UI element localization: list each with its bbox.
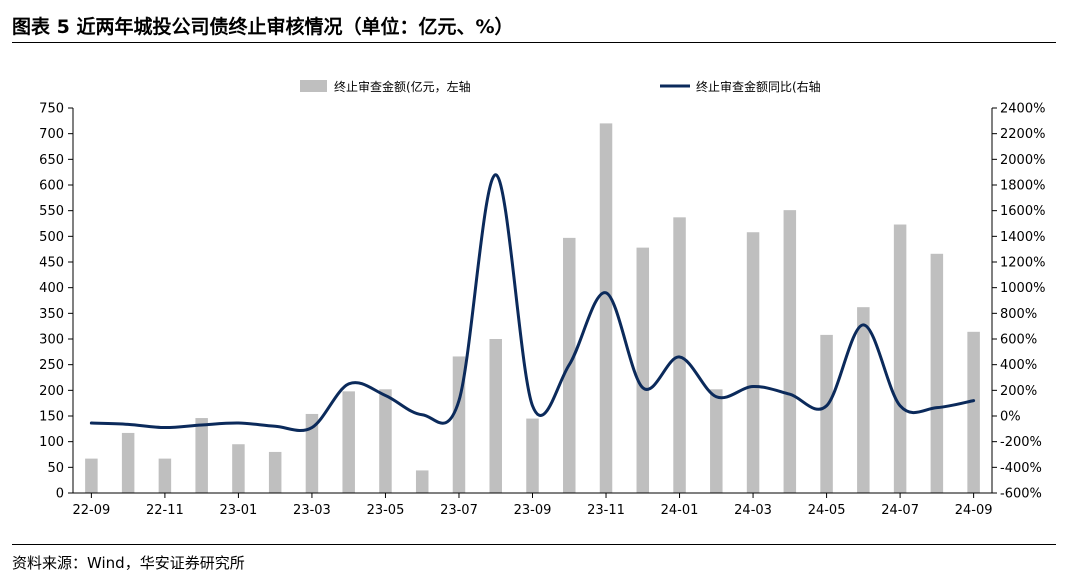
legend-bar-swatch [300, 80, 327, 92]
right-tick-label: -600% [1000, 487, 1042, 502]
left-tick-label: 600 [39, 179, 64, 194]
bar-23-11 [599, 123, 613, 494]
bar-23-06 [415, 470, 429, 493]
right-tick-label: 600% [1000, 333, 1037, 348]
axes: 0 50 100 150 200 250 300 350 400 450 500 550 600 650 7… [39, 102, 1045, 519]
right-tick-label: 2200% [1000, 127, 1045, 142]
bar-22-11 [158, 458, 172, 493]
right-tick-label: 2000% [1000, 153, 1045, 168]
bar-22-12 [195, 418, 208, 493]
right-tick-label: 1800% [1000, 179, 1045, 194]
left-tick-label: 300 [39, 333, 64, 348]
bar-24-01 [673, 217, 686, 493]
left-tick-label: 150 [39, 410, 64, 425]
x-tick-label: 23-11 [587, 503, 625, 518]
bar-24-05 [820, 334, 833, 493]
x-tick-label: 24-05 [808, 503, 846, 518]
left-tick-label: 650 [39, 153, 64, 168]
x-tick-label: 23-01 [220, 503, 258, 518]
x-tick-label: 24-07 [881, 503, 919, 518]
right-tick-label: 800% [1000, 307, 1037, 322]
bar-23-05 [379, 389, 392, 493]
x-tick-label: 23-05 [367, 503, 405, 518]
x-tick-label: 23-09 [514, 503, 552, 518]
x-tick-label: 22-09 [72, 503, 110, 518]
right-tick-label: 1000% [1000, 281, 1045, 296]
left-tick-label: 400 [39, 281, 64, 296]
x-tick-label: 24-09 [955, 503, 993, 518]
bar-22-10 [121, 432, 135, 493]
legend-line-label: 终止审查金额同比(右轴 [696, 79, 821, 94]
left-tick-label: 50 [47, 461, 64, 476]
bar-24-07 [893, 224, 907, 493]
right-tick-label: 400% [1000, 358, 1037, 373]
right-tick-label: 0% [1000, 410, 1021, 425]
bar-24-03 [746, 232, 760, 493]
left-tick-label: 700 [39, 127, 64, 142]
bar-24-08 [930, 253, 944, 493]
left-tick-label: 350 [39, 307, 64, 322]
right-tick-label: 1400% [1000, 230, 1045, 245]
bar-24-06 [857, 307, 870, 493]
title-divider [12, 42, 1056, 43]
bar-23-01 [232, 444, 245, 493]
left-tick-label: 200 [39, 384, 64, 399]
right-tick-label: 200% [1000, 384, 1037, 399]
left-tick-label: 550 [39, 204, 64, 219]
left-tick-label: 450 [39, 256, 64, 271]
bar-24-09 [967, 331, 980, 493]
bar-23-08 [489, 339, 502, 493]
left-tick-label: 250 [39, 358, 64, 373]
bar-23-02 [268, 451, 282, 493]
right-tick-label: -200% [1000, 435, 1042, 450]
x-tick-label: 24-01 [661, 503, 699, 518]
right-tick-label: 1200% [1000, 256, 1045, 271]
bar-22-09 [85, 458, 98, 493]
right-tick-label: 2400% [1000, 102, 1045, 117]
x-tick-label: 22-11 [146, 503, 184, 518]
bar-23-12 [636, 247, 650, 493]
figure-title: 图表 5 近两年城投公司债终止审核情况（单位：亿元、%） [12, 16, 514, 38]
x-tick-label: 23-07 [440, 503, 478, 518]
yoy-line [89, 173, 976, 432]
source-note: 资料来源：Wind，华安证券研究所 [12, 554, 245, 572]
left-tick-label: 750 [39, 102, 64, 117]
left-tick-label: 0 [56, 487, 64, 502]
bar-24-02 [710, 389, 723, 493]
bar-series [85, 123, 980, 494]
left-tick-label: 100 [39, 435, 64, 450]
right-tick-label: 1600% [1000, 204, 1045, 219]
x-tick-label: 24-03 [734, 503, 772, 518]
bar-23-04 [342, 391, 355, 493]
legend-bar-label: 终止审查金额(亿元，左轴 [334, 79, 471, 94]
x-tick-label: 23-03 [293, 503, 331, 518]
bar-23-09 [526, 418, 539, 493]
right-tick-label: -400% [1000, 461, 1042, 476]
left-tick-label: 500 [39, 230, 64, 245]
bar-24-04 [783, 210, 797, 494]
legend: 终止审查金额(亿元，左轴 终止审查金额同比(右轴 [300, 79, 821, 94]
bar-23-03 [305, 413, 319, 493]
footer-divider [12, 544, 1056, 545]
